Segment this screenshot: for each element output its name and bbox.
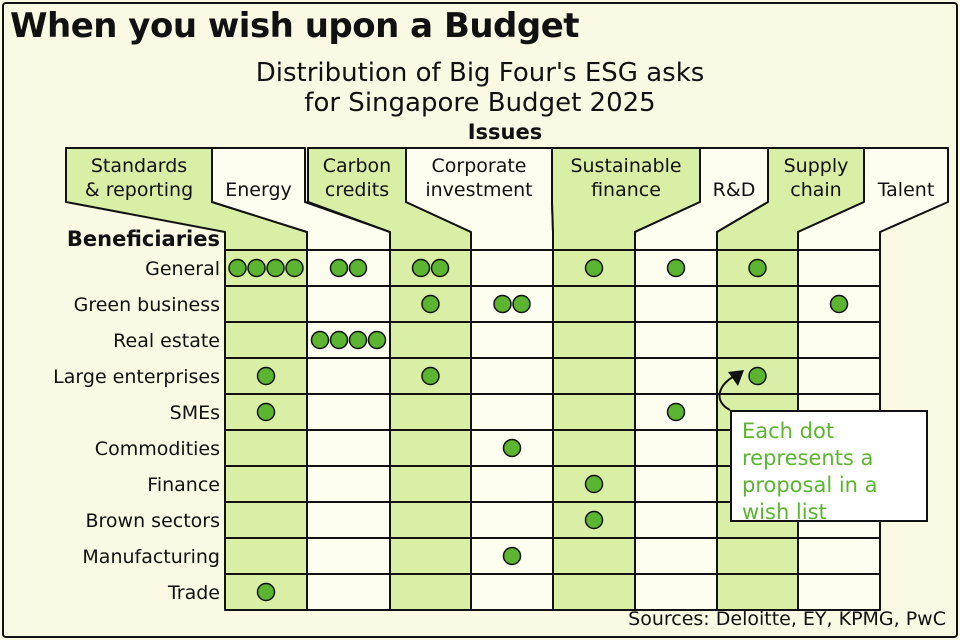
chart-subtitle-line2: for Singapore Budget 2025 xyxy=(304,88,656,118)
data-dot xyxy=(348,258,368,278)
y-axis-label: Beneficiaries xyxy=(67,227,220,251)
column-header-line1: Sustainable xyxy=(570,155,681,177)
data-dot xyxy=(502,546,522,566)
data-dot xyxy=(748,366,767,386)
row-label: Commodities xyxy=(95,438,220,460)
row-label: Manufacturing xyxy=(82,546,220,568)
row-label: Trade xyxy=(167,582,220,604)
data-dot xyxy=(411,258,431,278)
column-header-line1: Carbon xyxy=(323,155,391,177)
data-dot xyxy=(584,474,604,494)
column-header-line1: Standards xyxy=(91,155,187,177)
data-dot xyxy=(310,330,330,350)
data-dot xyxy=(584,258,604,278)
row-label: Brown sectors xyxy=(86,510,221,532)
column-header-line2: chain xyxy=(790,179,841,201)
column-header-line2: finance xyxy=(591,179,661,201)
data-dot xyxy=(829,294,849,314)
data-dot xyxy=(247,258,266,278)
row-label: General xyxy=(145,258,220,280)
data-dot xyxy=(666,402,686,422)
data-dot xyxy=(348,330,368,350)
data-dot xyxy=(256,366,276,386)
data-dot xyxy=(748,258,767,278)
column-header-line2: R&D xyxy=(713,179,756,201)
chart-title: When you wish upon a Budget xyxy=(10,6,580,46)
data-dot xyxy=(367,330,387,350)
data-dot xyxy=(256,582,276,602)
data-dot xyxy=(421,294,440,314)
row-label: Green business xyxy=(74,294,220,316)
row-label: Real estate xyxy=(113,330,220,352)
column-header-line1: Supply xyxy=(784,155,849,177)
row-label: SMEs xyxy=(170,402,220,424)
data-dot xyxy=(256,402,276,422)
data-dot xyxy=(502,438,522,458)
data-dot xyxy=(266,258,285,278)
source-note: Sources: Deloitte, EY, KPMG, PwC xyxy=(628,608,946,630)
chart-subtitle-line1: Distribution of Big Four's ESG asks xyxy=(255,58,705,88)
column-header-line2: credits xyxy=(325,179,389,201)
x-axis-label: Issues xyxy=(467,120,543,144)
data-dot xyxy=(329,330,349,350)
column-header-line2: Energy xyxy=(225,179,292,201)
column-header-line1: Corporate xyxy=(432,155,527,177)
data-dot xyxy=(584,510,604,530)
row-label: Large enterprises xyxy=(53,366,220,388)
data-dot xyxy=(666,258,686,278)
data-dot xyxy=(430,258,450,278)
data-dot xyxy=(493,294,512,314)
data-dot xyxy=(329,258,349,278)
annotation-box: Each dot represents a proposal in a wish… xyxy=(730,410,928,524)
column-header-line2: & reporting xyxy=(85,179,193,201)
column-header-line2: Talent xyxy=(877,179,935,201)
arrow-head-icon xyxy=(728,370,744,386)
row-label: Finance xyxy=(147,474,220,496)
data-dot xyxy=(285,258,304,278)
data-dot xyxy=(512,294,531,314)
column-header-line2: investment xyxy=(425,179,532,201)
data-dot xyxy=(228,258,247,278)
data-dot xyxy=(421,366,440,386)
